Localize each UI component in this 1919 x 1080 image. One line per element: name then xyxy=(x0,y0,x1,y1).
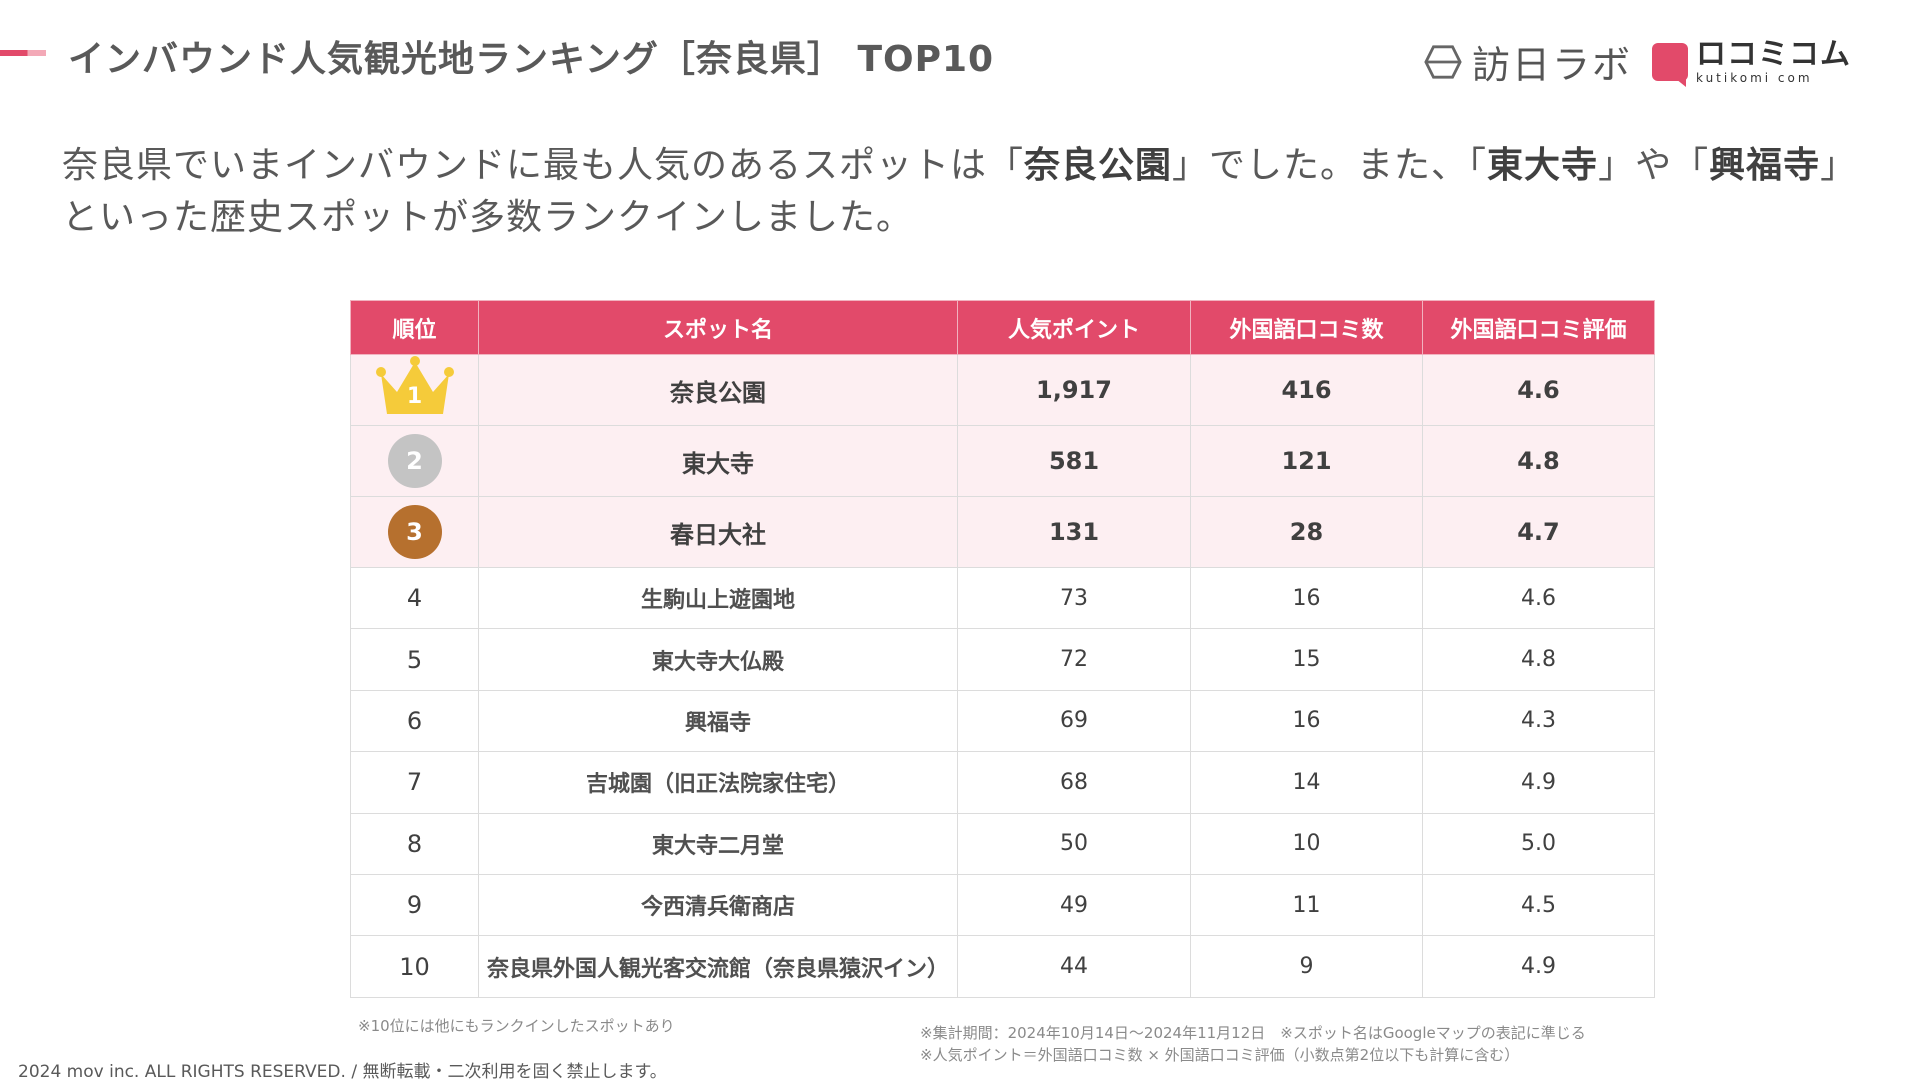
methodology-notes: ※集計期間：2024年10月14日〜2024年11月12日 ※スポット名はGoo… xyxy=(920,1022,1586,1066)
rank-cell: 8 xyxy=(350,812,479,875)
points-value: 131 xyxy=(957,496,1191,568)
spot-name: 生駒山上遊園地 xyxy=(478,566,958,630)
houjin-lab-wordmark: 訪日ラボ xyxy=(1471,43,1632,87)
table-header-row: 順位 スポット名 人気ポイント 外国語口コミ数 外国語口コミ評価 xyxy=(350,300,1655,355)
table-row: 3 春日大社 131 28 4.7 xyxy=(350,496,1655,568)
rank-cell: 7 xyxy=(350,751,479,814)
reviews-value: 16 xyxy=(1190,689,1423,753)
rank-cell: 3 xyxy=(350,496,479,568)
spot-name: 春日大社 xyxy=(478,496,958,568)
lead-text: 奈良県でいまインバウンドに最も人気のあるスポットは「 xyxy=(62,145,1025,186)
points-value: 44 xyxy=(957,935,1191,998)
lead-highlight: 東大寺 xyxy=(1487,145,1599,186)
rating-value: 4.9 xyxy=(1422,751,1655,814)
speech-bubble-logo-icon xyxy=(1652,42,1688,87)
ranking-note: ※10位には他にもランクインしたスポットあり xyxy=(358,1017,675,1035)
reviews-value: 28 xyxy=(1190,496,1423,568)
spot-name: 奈良県外国人観光客交流館（奈良県猿沢イン） xyxy=(478,935,958,998)
lead-highlight: 興福寺 xyxy=(1709,145,1821,186)
points-value: 50 xyxy=(957,812,1191,875)
points-value: 1,917 xyxy=(957,354,1191,426)
rank-number: 1 xyxy=(406,384,423,409)
reviews-value: 14 xyxy=(1190,751,1423,814)
brand-logos: 訪日ラボ ロコミコム kutikomi com xyxy=(1424,34,1851,89)
spot-name: 東大寺 xyxy=(478,425,958,497)
points-value: 581 xyxy=(957,425,1191,497)
rating-value: 4.6 xyxy=(1422,566,1655,630)
gold-crown-icon: 1 xyxy=(375,356,455,418)
page-title: インバウンド人気観光地ランキング［奈良県］ TOP10 xyxy=(68,39,995,80)
reviews-value: 16 xyxy=(1190,566,1423,630)
formula-note: ※人気ポイント＝外国語口コミ数 × 外国語口コミ評価（小数点第2位以下も計算に含… xyxy=(920,1046,1520,1064)
spot-name: 興福寺 xyxy=(478,689,958,753)
rating-value: 4.7 xyxy=(1422,496,1655,568)
table-row: 10 奈良県外国人観光客交流館（奈良県猿沢イン） 44 9 4.9 xyxy=(350,935,1655,998)
reviews-value: 10 xyxy=(1190,812,1423,875)
lead-highlight: 奈良公園 xyxy=(1024,145,1173,186)
rating-value: 4.8 xyxy=(1422,425,1655,497)
copyright: 2024 mov inc. ALL RIGHTS RESERVED. / 無断転… xyxy=(18,1062,667,1080)
lead-text: 」といった歴史スポットが多数ランクインしました。 xyxy=(62,145,1858,238)
bronze-medal-icon: 3 xyxy=(387,505,442,559)
table-row: 8 東大寺二月堂 50 10 5.0 xyxy=(350,812,1655,875)
spot-name: 東大寺二月堂 xyxy=(478,812,958,875)
lead-text: 」や「 xyxy=(1598,145,1710,186)
rank-cell: 5 xyxy=(350,628,479,691)
reviews-value: 15 xyxy=(1190,628,1423,691)
accent-bar xyxy=(0,50,46,56)
kuchikomi-logo: ロコミコム kutikomi com xyxy=(1652,36,1851,87)
reviews-value: 121 xyxy=(1190,425,1423,497)
rating-value: 4.6 xyxy=(1422,354,1655,426)
period-note: ※集計期間：2024年10月14日〜2024年11月12日 ※スポット名はGoo… xyxy=(920,1024,1586,1042)
rating-value: 5.0 xyxy=(1422,812,1655,875)
col-header-rating: 外国語口コミ評価 xyxy=(1422,300,1655,355)
rating-value: 4.9 xyxy=(1422,935,1655,998)
kuchikomi-wordmark: ロコミコム xyxy=(1696,36,1851,72)
points-value: 49 xyxy=(957,873,1191,937)
table-row: 2 東大寺 581 121 4.8 xyxy=(350,425,1655,497)
rating-value: 4.5 xyxy=(1422,873,1655,937)
rank-cell: 1 xyxy=(350,354,479,426)
spot-name: 奈良公園 xyxy=(478,354,958,426)
rank-cell: 4 xyxy=(350,566,479,630)
rating-value: 4.3 xyxy=(1422,689,1655,753)
points-value: 73 xyxy=(957,566,1191,630)
silver-medal-icon: 2 xyxy=(387,434,442,488)
points-value: 68 xyxy=(957,751,1191,814)
table-row: 5 東大寺大仏殿 72 15 4.8 xyxy=(350,628,1655,691)
rank-cell: 2 xyxy=(350,425,479,497)
spot-name: 今西清兵衛商店 xyxy=(478,873,958,937)
table-row: 9 今西清兵衛商店 49 11 4.5 xyxy=(350,873,1655,937)
hexagon-logo-icon xyxy=(1424,44,1462,79)
rank-cell: 10 xyxy=(350,935,479,998)
col-header-reviews: 外国語口コミ数 xyxy=(1190,300,1423,355)
reviews-value: 9 xyxy=(1190,935,1423,998)
col-header-rank: 順位 xyxy=(350,300,479,355)
reviews-value: 416 xyxy=(1190,354,1423,426)
points-value: 69 xyxy=(957,689,1191,753)
col-header-spot: スポット名 xyxy=(478,300,958,355)
spot-name: 吉城園（旧正法院家住宅） xyxy=(478,751,958,814)
table-row: 6 興福寺 69 16 4.3 xyxy=(350,689,1655,753)
table-row: 4 生駒山上遊園地 73 16 4.6 xyxy=(350,566,1655,630)
lead-paragraph: 奈良県でいまインバウンドに最も人気のあるスポットは「奈良公園」でした。また、「東… xyxy=(62,140,1862,244)
kuchikomi-sub-wordmark: kutikomi com xyxy=(1696,70,1813,85)
reviews-value: 11 xyxy=(1190,873,1423,937)
rank-cell: 6 xyxy=(350,689,479,753)
ranking-table: 順位 スポット名 人気ポイント 外国語口コミ数 外国語口コミ評価 1 奈良公 xyxy=(350,300,1655,998)
houjin-lab-logo: 訪日ラボ xyxy=(1424,34,1632,89)
lead-text: 」でした。また、「 xyxy=(1172,145,1488,186)
col-header-points: 人気ポイント xyxy=(957,300,1191,355)
points-value: 72 xyxy=(957,628,1191,691)
rating-value: 4.8 xyxy=(1422,628,1655,691)
table-row: 7 吉城園（旧正法院家住宅） 68 14 4.9 xyxy=(350,751,1655,814)
table-row: 1 奈良公園 1,917 416 4.6 xyxy=(350,354,1655,426)
spot-name: 東大寺大仏殿 xyxy=(478,628,958,691)
rank-cell: 9 xyxy=(350,873,479,937)
